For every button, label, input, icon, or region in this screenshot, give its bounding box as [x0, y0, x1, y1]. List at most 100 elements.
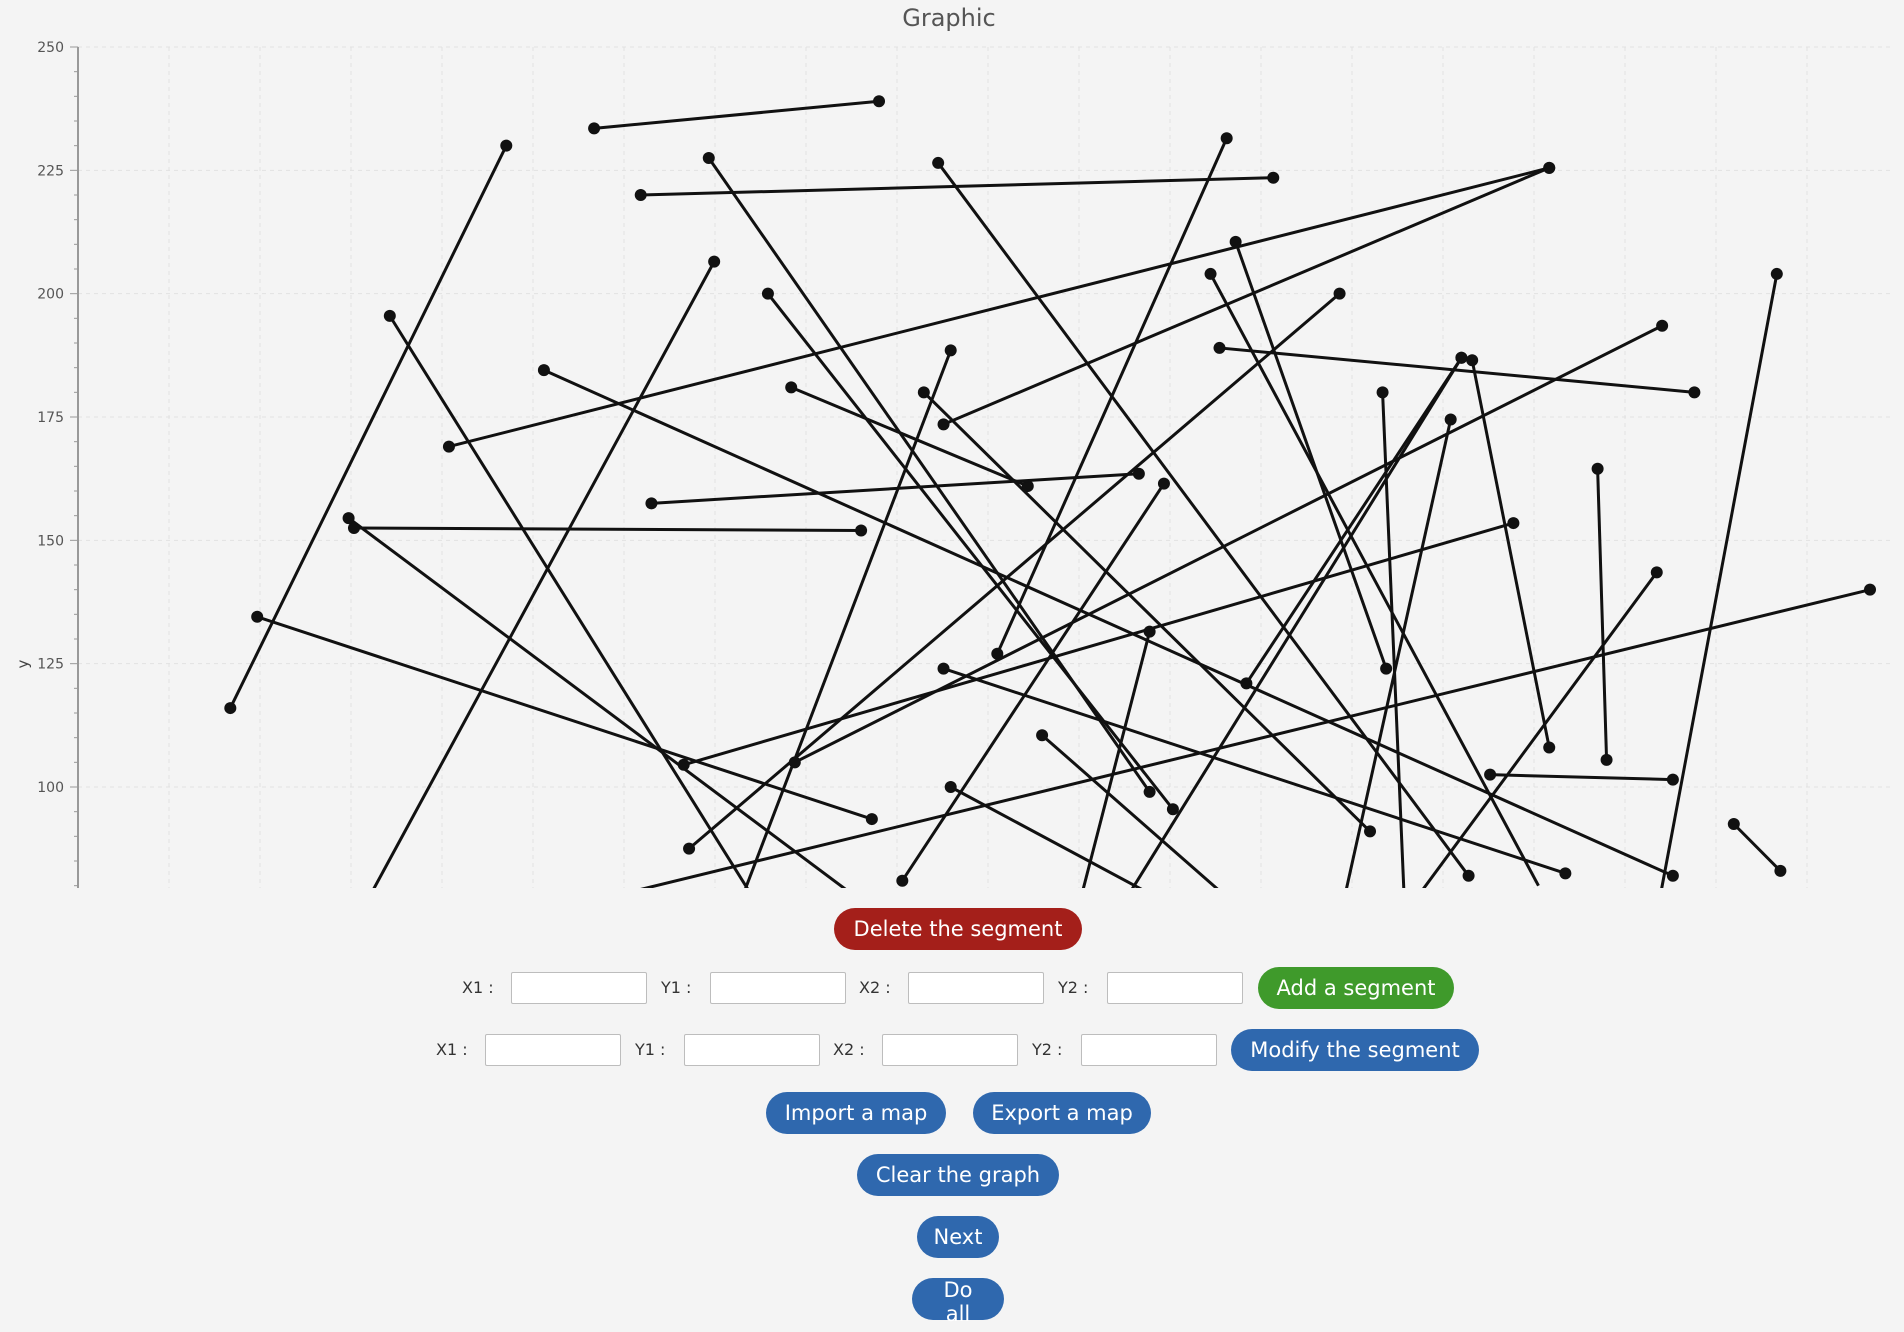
segment-endpoint[interactable]: [1143, 625, 1156, 638]
segment-endpoint[interactable]: [708, 255, 721, 268]
segment-endpoint[interactable]: [788, 756, 801, 769]
segment-endpoint[interactable]: [1204, 267, 1217, 280]
segment-endpoint[interactable]: [500, 139, 513, 152]
segment-line[interactable]: [1041, 734, 1225, 888]
segment-endpoint[interactable]: [683, 842, 696, 855]
import-map-button[interactable]: Import a map: [766, 1092, 946, 1134]
segment-line[interactable]: [743, 349, 953, 888]
segment-endpoint[interactable]: [1267, 171, 1280, 184]
segment-line[interactable]: [1245, 356, 1463, 685]
segment-endpoint[interactable]: [702, 152, 715, 164]
segment-endpoint[interactable]: [1727, 818, 1740, 830]
segment-5[interactable]: [932, 156, 1475, 882]
segment-24[interactable]: [1081, 625, 1156, 888]
segment-18[interactable]: [743, 344, 957, 888]
segment-endpoint[interactable]: [1213, 341, 1226, 354]
add-x1-input[interactable]: [511, 972, 647, 1004]
segment-line[interactable]: [448, 166, 1550, 449]
segment-line[interactable]: [1209, 273, 1540, 887]
segment-endpoint[interactable]: [1466, 354, 1479, 367]
segment-6[interactable]: [442, 161, 1556, 453]
segment-endpoint[interactable]: [1688, 386, 1701, 399]
segment-line[interactable]: [1345, 419, 1453, 888]
segment-endpoint[interactable]: [442, 440, 455, 453]
segment-14[interactable]: [347, 522, 868, 537]
segment-endpoint[interactable]: [1543, 161, 1556, 174]
segment-endpoint[interactable]: [1036, 729, 1049, 742]
segment-line[interactable]: [256, 615, 873, 821]
segment-endpoint[interactable]: [1559, 867, 1572, 880]
segment-line[interactable]: [1490, 773, 1673, 782]
segment-endpoint[interactable]: [1333, 287, 1346, 300]
segment-endpoint[interactable]: [1132, 467, 1145, 480]
segment-28[interactable]: [616, 583, 1876, 888]
segment-33[interactable]: [1229, 235, 1393, 675]
segment-line[interactable]: [995, 137, 1229, 655]
segment-line[interactable]: [1081, 631, 1152, 888]
segment-endpoint[interactable]: [917, 386, 930, 399]
segment-8[interactable]: [383, 309, 752, 888]
segment-endpoint[interactable]: [1770, 267, 1783, 280]
segment-line[interactable]: [949, 785, 1153, 888]
segments-layer[interactable]: [224, 95, 1876, 888]
segment-36[interactable]: [1466, 354, 1556, 754]
segment-23[interactable]: [896, 477, 1170, 887]
segment-27[interactable]: [944, 781, 1153, 888]
segment-line[interactable]: [790, 386, 1029, 488]
segment-line[interactable]: [922, 391, 1372, 833]
segment-endpoint[interactable]: [1666, 869, 1679, 882]
segment-endpoint[interactable]: [1444, 413, 1457, 426]
segment-endpoint[interactable]: [342, 512, 355, 525]
segment-32[interactable]: [1204, 267, 1540, 887]
segment-endpoint[interactable]: [785, 381, 798, 394]
segment-endpoint[interactable]: [1462, 869, 1475, 882]
modify-x1-input[interactable]: [485, 1034, 621, 1066]
segment-endpoint[interactable]: [588, 122, 601, 135]
segment-15[interactable]: [645, 467, 1145, 510]
segment-line[interactable]: [228, 145, 508, 709]
segment-endpoint[interactable]: [1143, 785, 1156, 798]
segment-12[interactable]: [785, 381, 1034, 493]
segment-22[interactable]: [788, 319, 1669, 769]
segment-endpoint[interactable]: [944, 781, 957, 793]
segment-endpoint[interactable]: [1220, 132, 1233, 145]
modify-y1-input[interactable]: [684, 1034, 820, 1066]
segment-endpoint[interactable]: [1774, 864, 1787, 877]
segment-19[interactable]: [917, 386, 1377, 838]
segment-endpoint[interactable]: [1484, 768, 1497, 781]
segment-endpoint[interactable]: [1656, 319, 1669, 332]
segment-line[interactable]: [1596, 468, 1609, 760]
segment-endpoint[interactable]: [873, 95, 886, 108]
segment-1[interactable]: [224, 139, 513, 715]
segment-line[interactable]: [1732, 822, 1782, 872]
segment-endpoint[interactable]: [1666, 773, 1679, 786]
segment-30[interactable]: [1128, 351, 1468, 888]
segment-38[interactable]: [1591, 462, 1613, 766]
segment-endpoint[interactable]: [937, 418, 950, 431]
segment-endpoint[interactable]: [251, 610, 264, 623]
modify-segment-button[interactable]: Modify the segment: [1231, 1029, 1479, 1071]
segment-line[interactable]: [651, 472, 1139, 505]
segment-endpoint[interactable]: [991, 647, 1004, 660]
segment-26[interactable]: [1036, 729, 1225, 888]
segment-line[interactable]: [347, 516, 854, 888]
segment-line[interactable]: [936, 162, 1470, 877]
segment-line[interactable]: [388, 315, 752, 888]
segment-endpoint[interactable]: [937, 662, 950, 675]
segment-endpoint[interactable]: [1380, 662, 1393, 675]
segment-line[interactable]: [683, 521, 1514, 767]
segment-chart[interactable]: Graphic 100 125 150 175 200 225 250 y: [0, 0, 1904, 888]
segment-line[interactable]: [616, 588, 1871, 888]
segment-endpoint[interactable]: [1600, 753, 1613, 766]
segment-endpoint[interactable]: [1166, 803, 1179, 816]
segment-7[interactable]: [937, 161, 1556, 431]
segment-endpoint[interactable]: [645, 497, 658, 510]
segment-line[interactable]: [943, 667, 1566, 875]
segment-endpoint[interactable]: [865, 813, 878, 826]
segment-endpoint[interactable]: [1240, 677, 1253, 690]
segment-line[interactable]: [1418, 571, 1658, 888]
segment-39[interactable]: [1418, 566, 1663, 888]
add-segment-button[interactable]: Add a segment: [1258, 967, 1454, 1009]
segment-endpoint[interactable]: [1364, 825, 1377, 838]
segment-endpoint[interactable]: [224, 702, 237, 715]
